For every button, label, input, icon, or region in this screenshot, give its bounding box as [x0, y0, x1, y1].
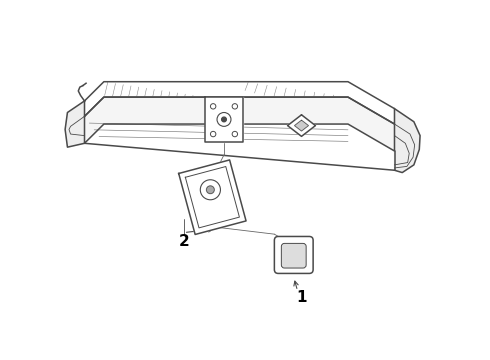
Text: 1: 1: [296, 290, 307, 305]
FancyBboxPatch shape: [274, 237, 313, 274]
Circle shape: [200, 180, 220, 200]
Polygon shape: [179, 160, 246, 234]
Polygon shape: [84, 97, 394, 151]
Circle shape: [221, 117, 226, 122]
Polygon shape: [205, 97, 244, 142]
Polygon shape: [84, 82, 394, 124]
Polygon shape: [65, 101, 84, 147]
Polygon shape: [394, 109, 420, 172]
Polygon shape: [288, 115, 316, 136]
Polygon shape: [294, 120, 309, 131]
Circle shape: [206, 186, 214, 194]
Text: 2: 2: [178, 234, 189, 249]
FancyBboxPatch shape: [281, 243, 306, 268]
